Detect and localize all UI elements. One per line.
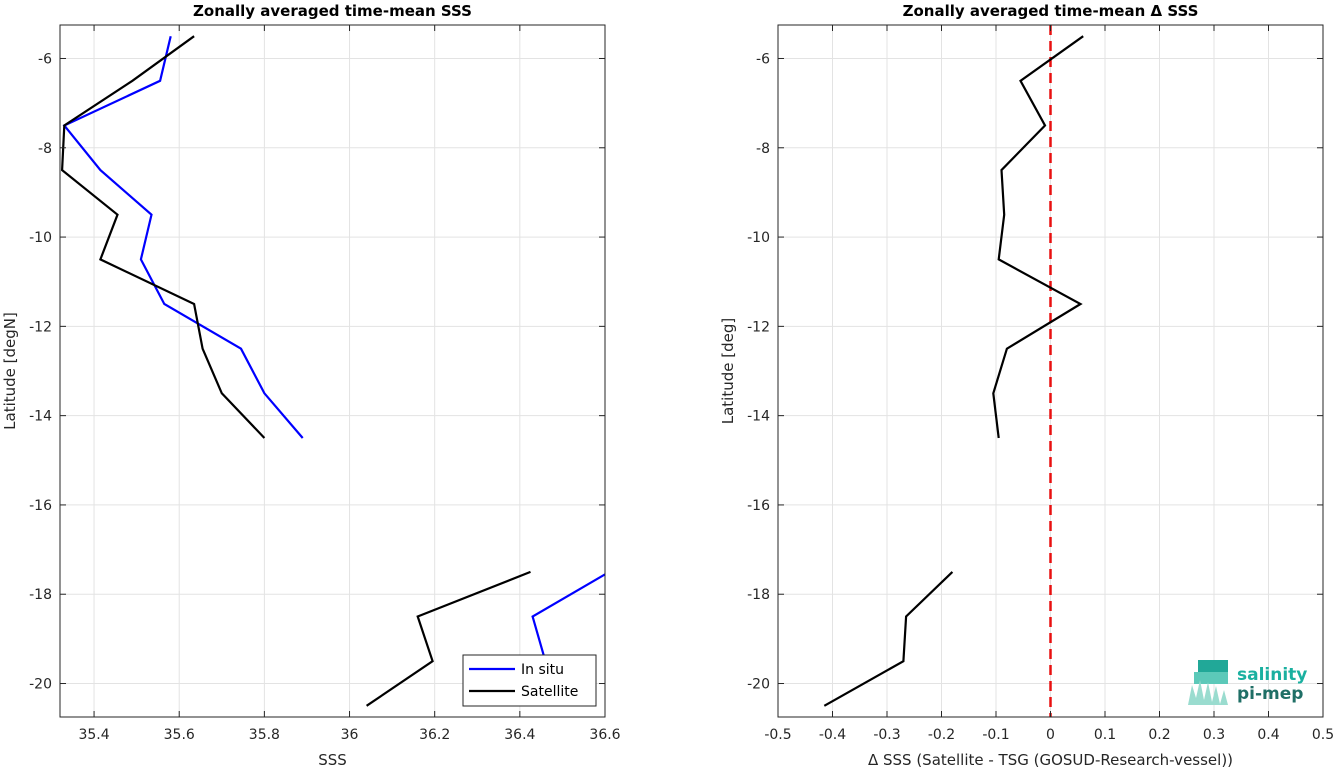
y-tick-label: -8 [756,141,770,157]
x-tick-label: 36.6 [589,727,620,743]
x-tick-label: -0.3 [873,727,900,743]
y-tick-label: -18 [747,587,770,603]
satellite-series-line-1 [365,570,531,707]
x-tick-label: 0.3 [1203,727,1225,743]
axes-box [59,24,606,718]
x-tick-label: 35.8 [249,727,280,743]
delta-sss-series-line-1 [823,571,954,707]
y-tick-label: -10 [747,230,770,246]
x-tick-label: -0.2 [928,727,955,743]
chart-title: Zonally averaged time-mean SSS [193,2,472,20]
plot-area [60,25,605,717]
x-tick-label: -0.1 [982,727,1009,743]
x-tick-label: 0.5 [1312,727,1334,743]
x-tick-label: 0 [1046,727,1055,743]
x-tick-label: 35.4 [78,727,109,743]
chart-title: Zonally averaged time-mean Δ SSS [903,2,1199,20]
y-axis-title: Latitude [deg] [719,318,737,424]
legend-label-satellite: Satellite [521,684,578,700]
y-tick-label: -20 [747,677,770,693]
y-tick-label: -18 [29,587,52,603]
legend: In situ Satellite [462,654,597,707]
x-tick-label: -0.4 [819,727,846,743]
y-tick-label: -14 [747,409,770,425]
y-tick-label: -6 [38,51,52,67]
legend-box [462,654,597,707]
x-tick-label: 0.4 [1257,727,1279,743]
x-tick-label: 36 [341,727,359,743]
legend-label-in-situ: In situ [521,662,564,678]
x-tick-label: 0.1 [1094,727,1116,743]
logo-text-salinity: salinity [1237,665,1307,685]
logo-mark-icon [1188,660,1228,705]
y-tick-label: -10 [29,230,52,246]
x-axis-title: Δ SSS (Satellite - TSG (GOSUD-Research-v… [868,751,1233,769]
x-tick-label: 0.2 [1148,727,1170,743]
delta-sss-series-line-0 [992,35,1084,439]
x-tick-label: -0.5 [764,727,791,743]
y-tick-label: -16 [747,498,770,514]
x-axis-title: SSS [318,751,347,769]
y-tick-label: -20 [29,677,52,693]
series-group [823,35,1084,707]
x-tick-label: 36.2 [419,727,450,743]
sss-panel: 35.4 35.6 35.8 36 36.2 36.4 36.6 -6 -8 -10 -12 -14 -… [1,2,621,769]
y-tick-label: -8 [38,141,52,157]
y-tick-label: -16 [29,498,52,514]
in-situ-series-line-0 [62,35,304,439]
x-tick-label: 36.4 [504,727,535,743]
y-tick-label: -12 [29,319,52,335]
series-group [60,35,605,707]
logo-text-pi-mep: pi-mep [1237,684,1303,704]
satellite-series-line-0 [60,35,266,439]
delta-sss-panel: -0.5 -0.4 -0.3 -0.2 -0.1 0 0.1 0.2 0.3 0.4 0.5 -6 -8… [719,2,1334,769]
y-axis-title: Latitude [degN] [1,312,19,430]
y-tick-label: -14 [29,409,52,425]
y-tick-label: -6 [756,51,770,67]
x-tick-label: 35.6 [164,727,195,743]
salinity-pi-mep-logo: salinity pi-mep [1188,660,1307,705]
y-tick-label: -12 [747,319,770,335]
